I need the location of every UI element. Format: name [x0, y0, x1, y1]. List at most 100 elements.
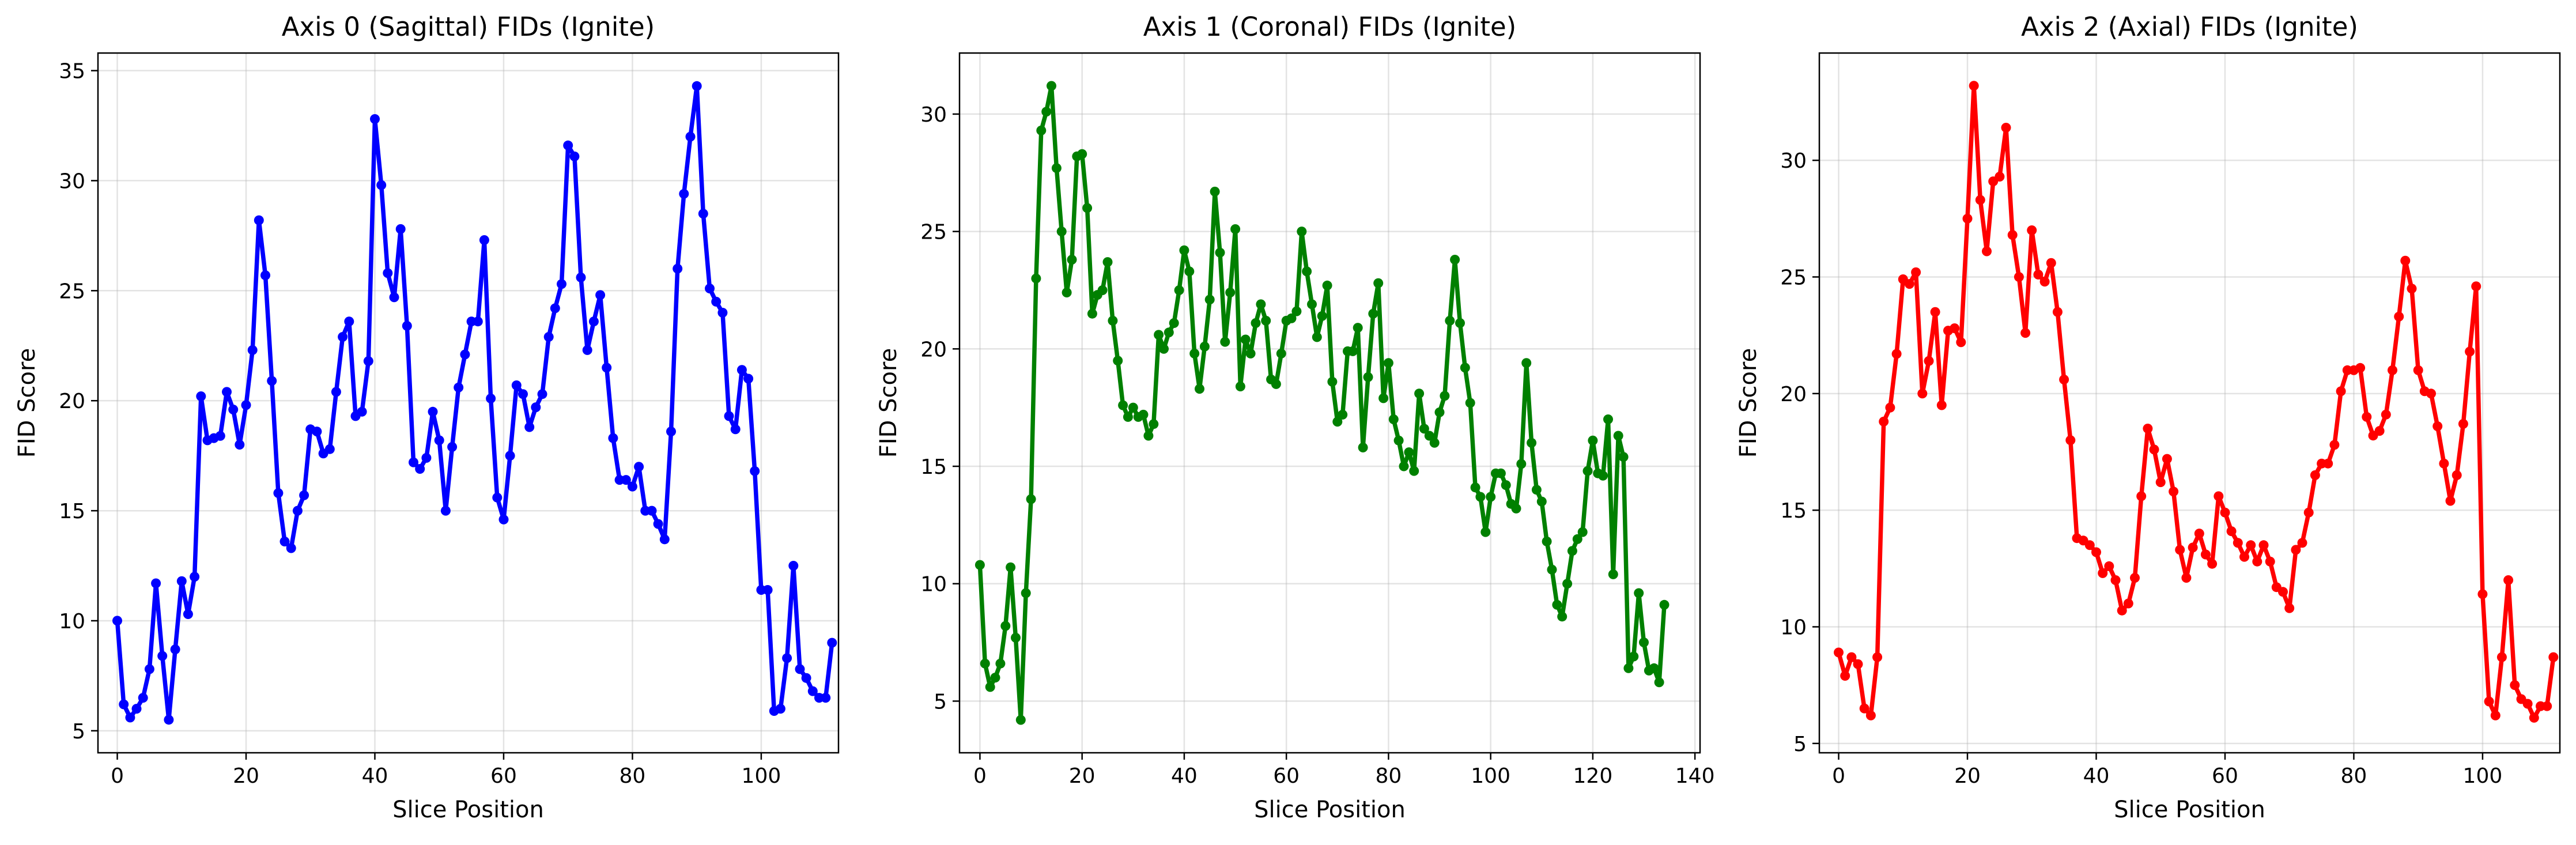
data-point	[975, 560, 985, 570]
data-point	[498, 514, 509, 525]
data-point	[1629, 651, 1639, 662]
data-point	[2020, 328, 2031, 338]
x-tick-label: 20	[233, 764, 259, 788]
data-point	[1846, 652, 1857, 662]
data-point	[1006, 562, 1016, 572]
data-point	[479, 235, 489, 245]
data-point	[762, 585, 773, 595]
data-point	[454, 382, 464, 393]
data-point	[1618, 452, 1629, 462]
data-point	[576, 272, 586, 282]
data-point	[2136, 491, 2147, 501]
data-point	[1962, 213, 1973, 224]
data-point	[980, 658, 990, 669]
data-point	[1475, 492, 1486, 502]
data-point	[1215, 247, 1225, 258]
data-point	[2452, 470, 2462, 480]
data-point	[698, 209, 708, 219]
data-point	[1404, 447, 1414, 458]
data-point	[2413, 365, 2423, 375]
data-point	[1654, 677, 1664, 688]
data-point	[2503, 575, 2514, 585]
data-point	[2400, 255, 2411, 266]
data-point	[1047, 81, 1056, 91]
data-point	[1598, 470, 1608, 481]
data-point	[1393, 435, 1404, 446]
data-point	[1164, 327, 1174, 338]
data-point	[183, 609, 193, 619]
y-tick-label: 20	[59, 390, 85, 413]
data-point	[2323, 458, 2333, 469]
data-point	[1840, 671, 1850, 681]
data-point	[2458, 418, 2468, 429]
data-point	[1204, 295, 1215, 305]
data-point	[1572, 534, 1582, 544]
data-point	[801, 673, 811, 683]
data-point	[2084, 540, 2095, 550]
data-point	[990, 673, 1000, 683]
data-point	[2039, 277, 2050, 287]
x-tick-label: 100	[742, 764, 781, 788]
data-point	[2188, 542, 2198, 553]
data-point	[2336, 386, 2346, 397]
data-point	[750, 466, 760, 476]
data-point	[1235, 382, 1245, 391]
data-point	[782, 653, 792, 663]
data-point	[222, 387, 232, 397]
data-point	[569, 151, 580, 161]
data-point	[157, 651, 168, 661]
data-point	[1332, 417, 1343, 427]
data-point	[1388, 414, 1399, 424]
data-point	[415, 464, 425, 474]
data-point	[1577, 527, 1588, 537]
data-point	[2246, 540, 2256, 550]
data-point	[2374, 426, 2385, 436]
data-point	[286, 543, 296, 553]
data-point	[247, 345, 258, 355]
data-point	[666, 427, 676, 437]
data-point	[588, 316, 599, 327]
y-tick-label: 5	[934, 690, 947, 714]
data-point	[2059, 375, 2069, 384]
data-point	[524, 422, 535, 432]
data-point	[1486, 492, 1496, 502]
data-point	[1056, 227, 1067, 237]
data-point	[511, 380, 522, 390]
data-point	[2548, 652, 2559, 662]
data-point	[1956, 337, 1966, 348]
data-point	[1634, 588, 1644, 598]
x-tick-label: 120	[1573, 764, 1613, 788]
data-point	[1051, 163, 1062, 173]
data-point	[235, 440, 245, 450]
data-point	[2439, 458, 2449, 469]
data-point	[795, 664, 805, 674]
data-point	[1195, 384, 1204, 394]
data-point	[1108, 315, 1118, 326]
chart-panel-2: 0 20 40 60 80 100 5 10 15 20 25 30 Axis 2 (Axial) FI…	[1735, 12, 2561, 823]
data-point	[1302, 266, 1312, 277]
data-point	[383, 268, 393, 278]
data-point	[736, 365, 747, 375]
data-point	[2194, 529, 2204, 539]
x-tick-label: 60	[1273, 764, 1300, 788]
y-axis-label: FID Score	[1735, 348, 1762, 458]
data-point	[2046, 258, 2056, 268]
data-point	[1516, 459, 1527, 469]
data-point	[409, 457, 418, 467]
grid-lines	[960, 53, 1700, 753]
data-point	[1531, 485, 1542, 495]
data-point	[1128, 402, 1138, 413]
x-tick-label: 80	[1376, 764, 1402, 788]
data-point	[1149, 419, 1159, 429]
y-tick-label: 25	[920, 221, 947, 244]
data-point	[1429, 437, 1440, 448]
data-point	[1026, 494, 1036, 504]
data-point	[299, 490, 309, 500]
data-point	[2471, 281, 2481, 292]
data-point	[1143, 431, 1154, 441]
data-point	[1424, 431, 1434, 441]
data-point	[1271, 379, 1281, 389]
data-point	[1225, 288, 1236, 297]
y-axis-label: FID Score	[14, 348, 40, 458]
data-point	[1659, 599, 1670, 610]
